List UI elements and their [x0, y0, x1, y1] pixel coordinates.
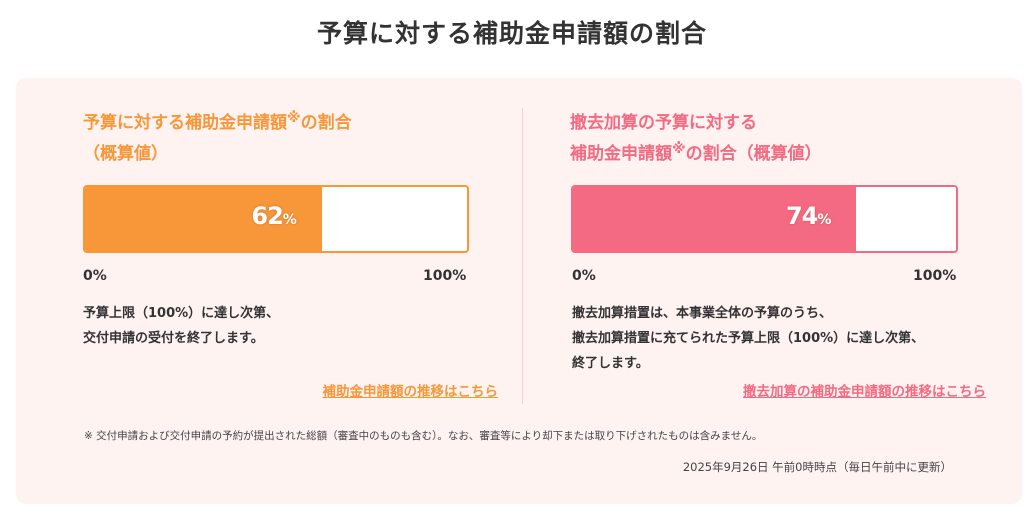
footnote: ※ 交付申請および交付申請の予約が提出された総額（審査中のものも含む）。なお、審… [84, 430, 763, 442]
page-title: 予算に対する補助金申請額の割合 [316, 19, 707, 48]
subsidy-description: 予算上限（100%）に達し次第、 交付申請の受付を終了します。 [83, 306, 280, 346]
subsidy-scale-max: 100% [423, 268, 467, 284]
removal-ratio-title-line2: 補助金申請額※の割合（概算値） [570, 141, 822, 164]
update-timestamp: 2025年9月26日 午前0時時点（毎日午前中に更新） [682, 460, 952, 474]
ratio-panel: 予算に対する補助金申請額※の割合 （概算値） 62% 0% 100% 予算上限（… [16, 78, 1022, 504]
note-mark: ※ [287, 110, 301, 126]
subsidy-progress-bar: 62% [83, 185, 469, 253]
removal-progress-bar: 74% [571, 185, 958, 253]
subsidy-ratio-title-line1: 予算に対する補助金申請額※の割合 [83, 110, 352, 133]
removal-description: 撤去加算措置は、本事業全体の予算のうち、 撤去加算措置に充てられた予算上限（10… [572, 306, 925, 371]
removal-progress-percent: 74% [785, 202, 831, 230]
subsidy-progress-percent: 62% [251, 202, 296, 230]
removal-ratio-title: 撤去加算の予算に対する 補助金申請額※の割合（概算値） [570, 108, 822, 170]
subsidy-progress-fill: 62% [85, 187, 322, 251]
removal-ratio-title-line1: 撤去加算の予算に対する [570, 113, 757, 133]
removal-scale-max: 100% [913, 268, 957, 284]
subsidy-trend-link[interactable]: 補助金申請額の推移はこちら [322, 384, 499, 400]
card-divider [522, 108, 523, 404]
removal-scale-min: 0% [572, 268, 596, 284]
removal-progress-fill: 74% [573, 187, 857, 251]
subsidy-ratio-title-line2: （概算値） [83, 144, 168, 164]
subsidy-scale-min: 0% [83, 268, 107, 284]
removal-trend-link[interactable]: 撤去加算の補助金申請額の推移はこちら [743, 384, 986, 400]
note-mark: ※ [672, 141, 686, 157]
subsidy-ratio-title: 予算に対する補助金申請額※の割合 （概算値） [83, 108, 352, 170]
